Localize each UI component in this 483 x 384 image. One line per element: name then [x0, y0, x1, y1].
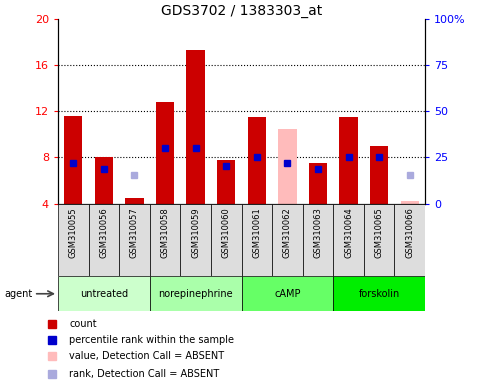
- Bar: [64, 116, 83, 204]
- Bar: [186, 50, 205, 204]
- Text: GSM310063: GSM310063: [313, 207, 323, 258]
- Bar: [395, 204, 425, 276]
- Text: GSM310060: GSM310060: [222, 207, 231, 258]
- Text: agent: agent: [5, 289, 33, 299]
- Bar: [303, 204, 333, 276]
- Text: GSM310064: GSM310064: [344, 207, 353, 258]
- Text: count: count: [69, 319, 97, 329]
- Bar: [150, 204, 180, 276]
- Text: GSM310058: GSM310058: [160, 207, 170, 258]
- Bar: [211, 204, 242, 276]
- Text: GSM310057: GSM310057: [130, 207, 139, 258]
- Bar: [333, 276, 425, 311]
- Title: GDS3702 / 1383303_at: GDS3702 / 1383303_at: [161, 4, 322, 18]
- Text: rank, Detection Call = ABSENT: rank, Detection Call = ABSENT: [69, 369, 219, 379]
- Text: norepinephrine: norepinephrine: [158, 289, 233, 299]
- Bar: [272, 204, 303, 276]
- Bar: [125, 198, 143, 204]
- Bar: [58, 276, 150, 311]
- Text: forskolin: forskolin: [358, 289, 400, 299]
- Text: value, Detection Call = ABSENT: value, Detection Call = ABSENT: [69, 351, 224, 361]
- Text: GSM310066: GSM310066: [405, 207, 414, 258]
- Bar: [150, 276, 242, 311]
- Bar: [156, 102, 174, 204]
- Text: GSM310059: GSM310059: [191, 207, 200, 258]
- Bar: [278, 129, 297, 204]
- Bar: [309, 163, 327, 204]
- Text: GSM310056: GSM310056: [99, 207, 108, 258]
- Text: untreated: untreated: [80, 289, 128, 299]
- Bar: [58, 204, 88, 276]
- Text: percentile rank within the sample: percentile rank within the sample: [69, 335, 234, 345]
- Text: GSM310061: GSM310061: [252, 207, 261, 258]
- Bar: [248, 117, 266, 204]
- Bar: [364, 204, 395, 276]
- Bar: [95, 157, 113, 204]
- Bar: [88, 204, 119, 276]
- Text: GSM310062: GSM310062: [283, 207, 292, 258]
- Bar: [400, 201, 419, 204]
- Bar: [340, 117, 358, 204]
- Bar: [333, 204, 364, 276]
- Bar: [119, 204, 150, 276]
- Bar: [217, 160, 235, 204]
- Text: cAMP: cAMP: [274, 289, 300, 299]
- Bar: [242, 204, 272, 276]
- Text: GSM310065: GSM310065: [375, 207, 384, 258]
- Bar: [180, 204, 211, 276]
- Bar: [370, 146, 388, 204]
- Text: GSM310055: GSM310055: [69, 207, 78, 258]
- Bar: [242, 276, 333, 311]
